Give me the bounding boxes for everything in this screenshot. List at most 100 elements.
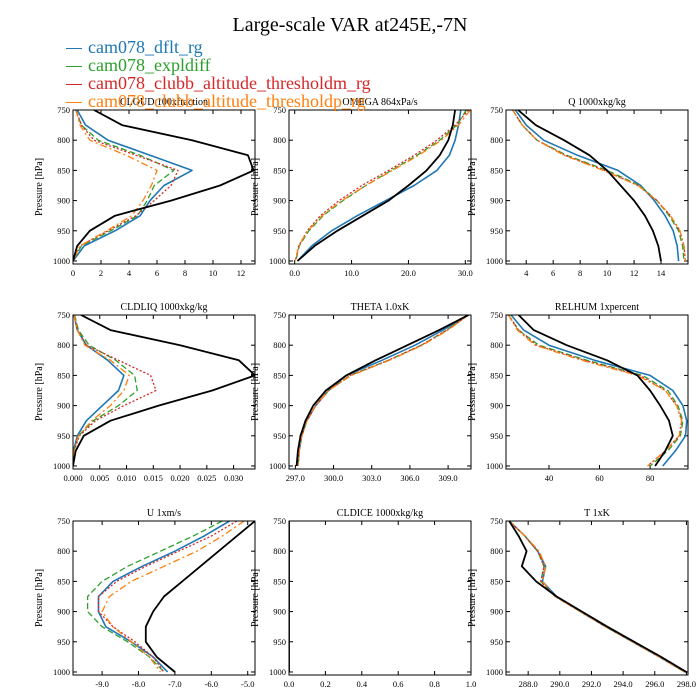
chart-panel: OMEGA 864xPa/s Pressure [hPa] 750 800 850 900…: [250, 97, 473, 278]
y-axis-label: Pressure [hPa]: [34, 569, 45, 627]
y-tick-label: 1000: [53, 667, 70, 677]
series-group: [73, 110, 255, 262]
y-tick-label: 800: [273, 340, 286, 350]
y-axis-label: Pressure [hPa]: [467, 158, 478, 216]
y-tick-label: 750: [490, 105, 503, 115]
panel-title: THETA 1.0xK: [351, 302, 410, 313]
x-tick-label: 294.0: [614, 679, 633, 689]
panel-title: CLDLIQ 1000xkg/kg: [121, 302, 208, 313]
y-tick-label: 800: [57, 340, 70, 350]
legend-swatch-icon: [66, 66, 82, 67]
chart-panel: CLDLIQ 1000xkg/kg Pressure [hPa] 750 800 850…: [34, 302, 256, 483]
y-tick-label: 1000: [53, 256, 70, 266]
legend-entry: cam078_dflt_rg: [66, 38, 371, 56]
series-line: [297, 315, 469, 467]
series-line: [296, 110, 456, 262]
series-line: [512, 110, 686, 262]
legend-swatch-icon: [66, 48, 82, 49]
series-line: [73, 315, 125, 467]
series-line: [507, 315, 683, 467]
y-tick-label: 750: [273, 105, 286, 115]
chart-panel: THETA 1.0xK Pressure [hPa] 750 800 850 900 950…: [250, 302, 472, 483]
panel-title: Q 1000xkg/kg: [568, 97, 626, 108]
y-axis-label: Pressure [hPa]: [250, 158, 261, 216]
y-tick-label: 950: [490, 637, 503, 647]
x-tick-label: 6: [551, 268, 555, 278]
x-tick-label: 10: [603, 268, 612, 278]
series-line: [73, 110, 175, 262]
legend-label: cam078_dflt_rg: [88, 37, 203, 57]
series-line: [514, 110, 680, 262]
series-line: [297, 315, 469, 467]
y-tick-label: 900: [273, 196, 286, 206]
x-tick-label: -6.0: [205, 679, 218, 689]
x-tick-label: 288.0: [519, 679, 538, 689]
y-tick-label: 900: [490, 607, 503, 617]
y-tick-label: 800: [490, 135, 503, 145]
y-tick-label: 950: [273, 226, 286, 236]
x-tick-label: 1.0: [466, 679, 477, 689]
legend: cam078_dflt_rg cam078_expldiff cam078_cl…: [66, 38, 371, 110]
series-line: [510, 315, 688, 467]
chart-panel: Q 1000xkg/kg Pressure [hPa] 750 800 850 900 95…: [467, 97, 689, 278]
plot-frame: [288, 314, 472, 470]
series-line: [144, 521, 255, 673]
plot-frame: [72, 520, 256, 676]
x-tick-label: 0.010: [117, 473, 136, 483]
y-tick-label: 850: [273, 576, 286, 586]
x-tick-label: 60: [595, 473, 604, 483]
y-tick-label: 750: [490, 310, 503, 320]
x-tick-label: 298.0: [677, 679, 696, 689]
series-line: [73, 315, 157, 467]
plot-frame: [288, 109, 472, 265]
series-line: [508, 521, 687, 673]
x-tick-label: 296.0: [645, 679, 664, 689]
x-tick-label: 30.0: [458, 268, 473, 278]
y-tick-label: 800: [273, 135, 286, 145]
series-group: [508, 521, 687, 673]
y-tick-label: 750: [57, 105, 70, 115]
x-tick-label: 6: [155, 268, 159, 278]
x-tick-label: 0.015: [144, 473, 163, 483]
y-tick-label: 850: [273, 165, 286, 175]
chart-panel: T 1xK Pressure [hPa] 750 800 850 900 950 1000 28…: [467, 508, 696, 689]
y-tick-label: 750: [273, 516, 286, 526]
x-tick-label: 0: [71, 268, 75, 278]
x-tick-label: 0.0: [284, 679, 295, 689]
series-line: [73, 315, 130, 467]
series-line: [508, 521, 686, 673]
chart-panel: CLOUD 100xfraction Pressure [hPa] 750 800 85…: [34, 97, 256, 278]
y-tick-label: 950: [273, 637, 286, 647]
series-line: [86, 521, 223, 673]
series-line: [508, 521, 686, 673]
y-tick-label: 900: [490, 196, 503, 206]
y-tick-label: 1000: [269, 461, 286, 471]
x-tick-label: 14: [657, 268, 666, 278]
figure-title: Large-scale VAR at245E,-7N: [232, 14, 468, 36]
x-tick-label: -9.0: [95, 679, 108, 689]
y-tick-label: 800: [57, 135, 70, 145]
x-tick-label: 303.0: [362, 473, 381, 483]
y-tick-label: 900: [273, 607, 286, 617]
x-tick-label: 0.030: [224, 473, 243, 483]
x-tick-label: 10: [209, 268, 218, 278]
x-tick-label: 40: [545, 473, 554, 483]
y-tick-label: 1000: [486, 256, 503, 266]
series-group: [295, 315, 469, 467]
y-tick-label: 900: [57, 607, 70, 617]
y-tick-label: 900: [57, 196, 70, 206]
y-axis-label: Pressure [hPa]: [34, 158, 45, 216]
y-axis-label: Pressure [hPa]: [34, 363, 45, 421]
series-line: [294, 110, 471, 262]
panel-title: RELHUM 1xpercent: [555, 302, 639, 313]
series-line: [73, 110, 179, 262]
x-tick-label: 0.2: [320, 679, 331, 689]
y-tick-label: 850: [57, 165, 70, 175]
y-tick-label: 950: [490, 226, 503, 236]
y-tick-label: 750: [57, 310, 70, 320]
x-tick-label: 2: [99, 268, 103, 278]
x-tick-label: 0.0: [289, 268, 300, 278]
series-line: [512, 110, 686, 262]
plot-frame: [505, 520, 689, 676]
x-tick-label: 20.0: [401, 268, 416, 278]
